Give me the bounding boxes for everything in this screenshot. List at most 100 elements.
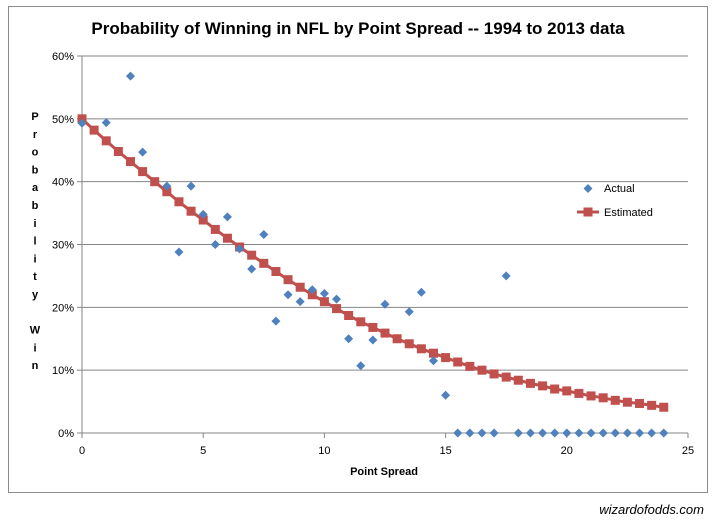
estimated-point <box>489 369 499 379</box>
y-axis-label-letter: P <box>31 111 38 123</box>
x-axis: 0 5 10 15 20 25 <box>79 432 694 457</box>
x-tick-label: 25 <box>682 445 694 457</box>
estimated-point <box>610 395 620 405</box>
estimated-point <box>356 317 366 327</box>
legend-estimated-label: Estimated <box>604 207 653 219</box>
actual-point <box>501 271 511 281</box>
legend-actual-label: Actual <box>604 183 635 195</box>
actual-point <box>235 244 245 254</box>
y-tick-label: 60% <box>52 51 74 63</box>
y-axis-label-letter: r <box>33 129 38 141</box>
actual-point <box>610 428 620 438</box>
estimated-point <box>622 397 632 407</box>
x-tick-label: 15 <box>439 445 451 457</box>
estimated-point <box>586 391 596 401</box>
actual-point <box>259 229 269 239</box>
x-tick-label: 5 <box>200 445 206 457</box>
y-axis-label-letter: i <box>33 218 36 230</box>
actual-point <box>186 181 196 191</box>
y-tick-label: 0% <box>58 428 74 440</box>
estimated-point <box>598 393 608 403</box>
actual-point <box>598 428 608 438</box>
actual-point <box>138 147 148 157</box>
actual-point <box>647 428 657 438</box>
estimated-point <box>222 233 232 243</box>
y-axis-label-letter: W <box>30 325 41 337</box>
series-actual <box>77 71 669 438</box>
y-axis: 0% 10% 20% 30% 40% 50% 60% <box>52 51 83 440</box>
x-tick-label: 0 <box>79 445 85 457</box>
legend-actual-marker <box>583 184 593 193</box>
actual-point <box>550 428 560 438</box>
estimated-point <box>332 304 342 314</box>
actual-point <box>125 71 135 81</box>
y-axis-label-letter: y <box>32 289 39 301</box>
y-axis-label-letter: a <box>32 182 39 194</box>
estimated-point <box>513 375 523 385</box>
estimated-point <box>538 381 548 391</box>
estimated-point <box>635 398 645 408</box>
y-tick-label: 10% <box>52 365 74 377</box>
actual-point <box>659 428 669 438</box>
actual-point <box>380 299 390 309</box>
estimated-point <box>295 282 305 292</box>
estimated-point <box>428 348 438 358</box>
actual-point <box>416 287 426 297</box>
series-estimated <box>77 114 669 412</box>
legend-estimated-marker <box>583 207 593 217</box>
actual-point <box>295 297 305 307</box>
estimated-point <box>259 258 269 268</box>
x-axis-label: Point Spread <box>350 466 418 478</box>
estimated-point <box>562 386 572 396</box>
actual-point <box>404 307 414 317</box>
y-axis-label-letter: b <box>32 164 39 176</box>
estimated-point <box>125 157 135 167</box>
actual-point <box>562 428 572 438</box>
x-tick-label: 10 <box>318 445 330 457</box>
estimated-point <box>186 206 196 216</box>
estimated-point <box>210 224 220 234</box>
y-axis-label-letter: l <box>33 236 36 248</box>
y-axis-label-letter: b <box>32 200 39 212</box>
estimated-point <box>283 275 293 285</box>
estimated-point <box>307 290 317 300</box>
estimated-point <box>647 400 657 410</box>
estimated-point <box>477 365 487 375</box>
chart-title: Probability of Winning in NFL by Point S… <box>91 19 625 38</box>
actual-point <box>101 118 111 128</box>
actual-point <box>428 356 438 366</box>
y-axis-label-letter: i <box>33 342 36 354</box>
estimated-point <box>101 136 111 146</box>
y-axis-label-letter: n <box>32 360 39 372</box>
actual-point <box>77 118 87 128</box>
estimated-point <box>247 250 257 260</box>
estimated-point <box>404 339 414 349</box>
estimated-point <box>162 187 172 197</box>
actual-point <box>453 428 463 438</box>
actual-point <box>247 264 257 274</box>
actual-point <box>525 428 535 438</box>
actual-point <box>174 247 184 257</box>
chart-area <box>8 6 708 493</box>
actual-point <box>477 428 487 438</box>
actual-point <box>271 316 281 326</box>
actual-point <box>513 428 523 438</box>
estimated-point <box>465 361 475 371</box>
x-tick-label: 20 <box>561 445 573 457</box>
actual-point <box>635 428 645 438</box>
estimated-point <box>574 388 584 398</box>
estimated-point <box>198 215 208 225</box>
estimated-point <box>659 402 669 412</box>
y-axis-label-letter: o <box>32 147 39 159</box>
estimated-point <box>441 353 451 363</box>
estimated-point <box>319 297 329 307</box>
estimated-point <box>550 384 560 394</box>
estimated-point <box>392 334 402 344</box>
estimated-point <box>380 328 390 338</box>
estimated-point <box>416 344 426 354</box>
actual-point <box>622 428 632 438</box>
actual-point <box>222 212 232 222</box>
legend: Actual Estimated <box>577 183 653 219</box>
